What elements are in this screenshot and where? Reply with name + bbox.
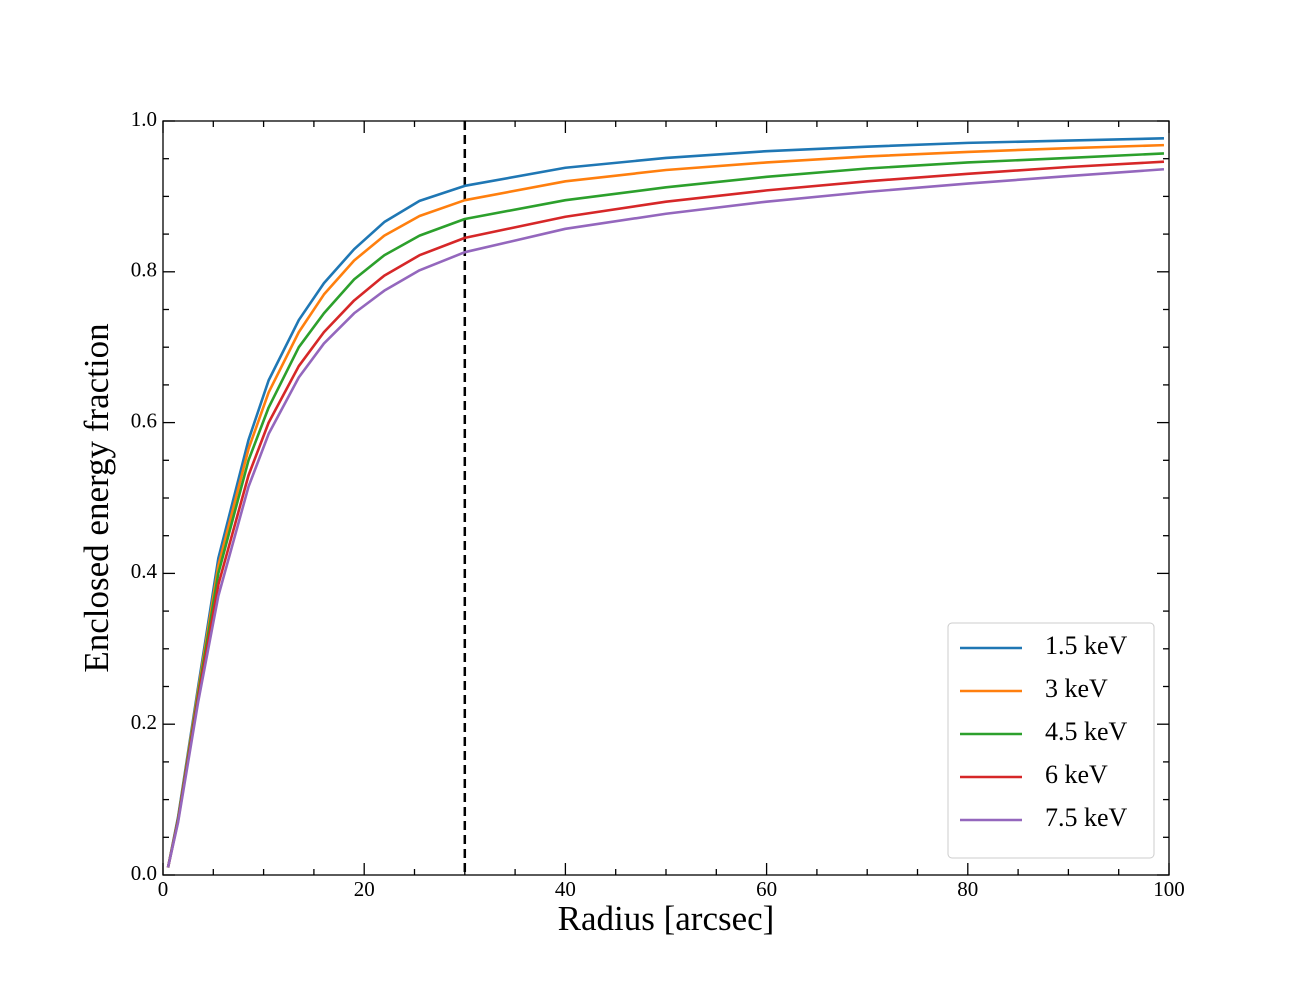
- y-axis-label: Enclosed energy fraction: [77, 323, 116, 672]
- x-axis-label: Radius [arcsec]: [558, 899, 775, 938]
- legend-label: 7.5 keV: [1045, 803, 1128, 832]
- legend-label: 3 keV: [1045, 674, 1108, 703]
- y-tick-label: 0.4: [131, 559, 158, 583]
- legend-label: 1.5 keV: [1045, 631, 1128, 660]
- x-tick-label: 40: [555, 877, 576, 901]
- x-tick-label: 60: [756, 877, 777, 901]
- x-tick-label: 20: [354, 877, 375, 901]
- legend-label: 4.5 keV: [1045, 717, 1128, 746]
- series-line: [166, 160, 1165, 868]
- series-line: [166, 143, 1165, 868]
- x-tick-label: 100: [1153, 877, 1185, 901]
- series-line: [166, 152, 1165, 868]
- series-line: [166, 137, 1165, 868]
- y-tick-label: 0.0: [131, 861, 157, 885]
- legend-label: 6 keV: [1045, 760, 1108, 789]
- legend-box: [947, 622, 1155, 859]
- y-tick-label: 0.8: [131, 258, 157, 282]
- series-line: [166, 167, 1165, 868]
- plot-frame: [162, 120, 1170, 876]
- legend: 1.5 keV 3 keV 4.5 keV 6 keV 7.5 keV: [947, 622, 1155, 859]
- y-tick-label: 0.6: [131, 408, 157, 432]
- y-tick-label: 1.0: [131, 107, 157, 131]
- x-tick-label: 0: [158, 877, 169, 901]
- x-tick-label: 80: [957, 877, 978, 901]
- y-tick-label: 0.2: [131, 710, 157, 734]
